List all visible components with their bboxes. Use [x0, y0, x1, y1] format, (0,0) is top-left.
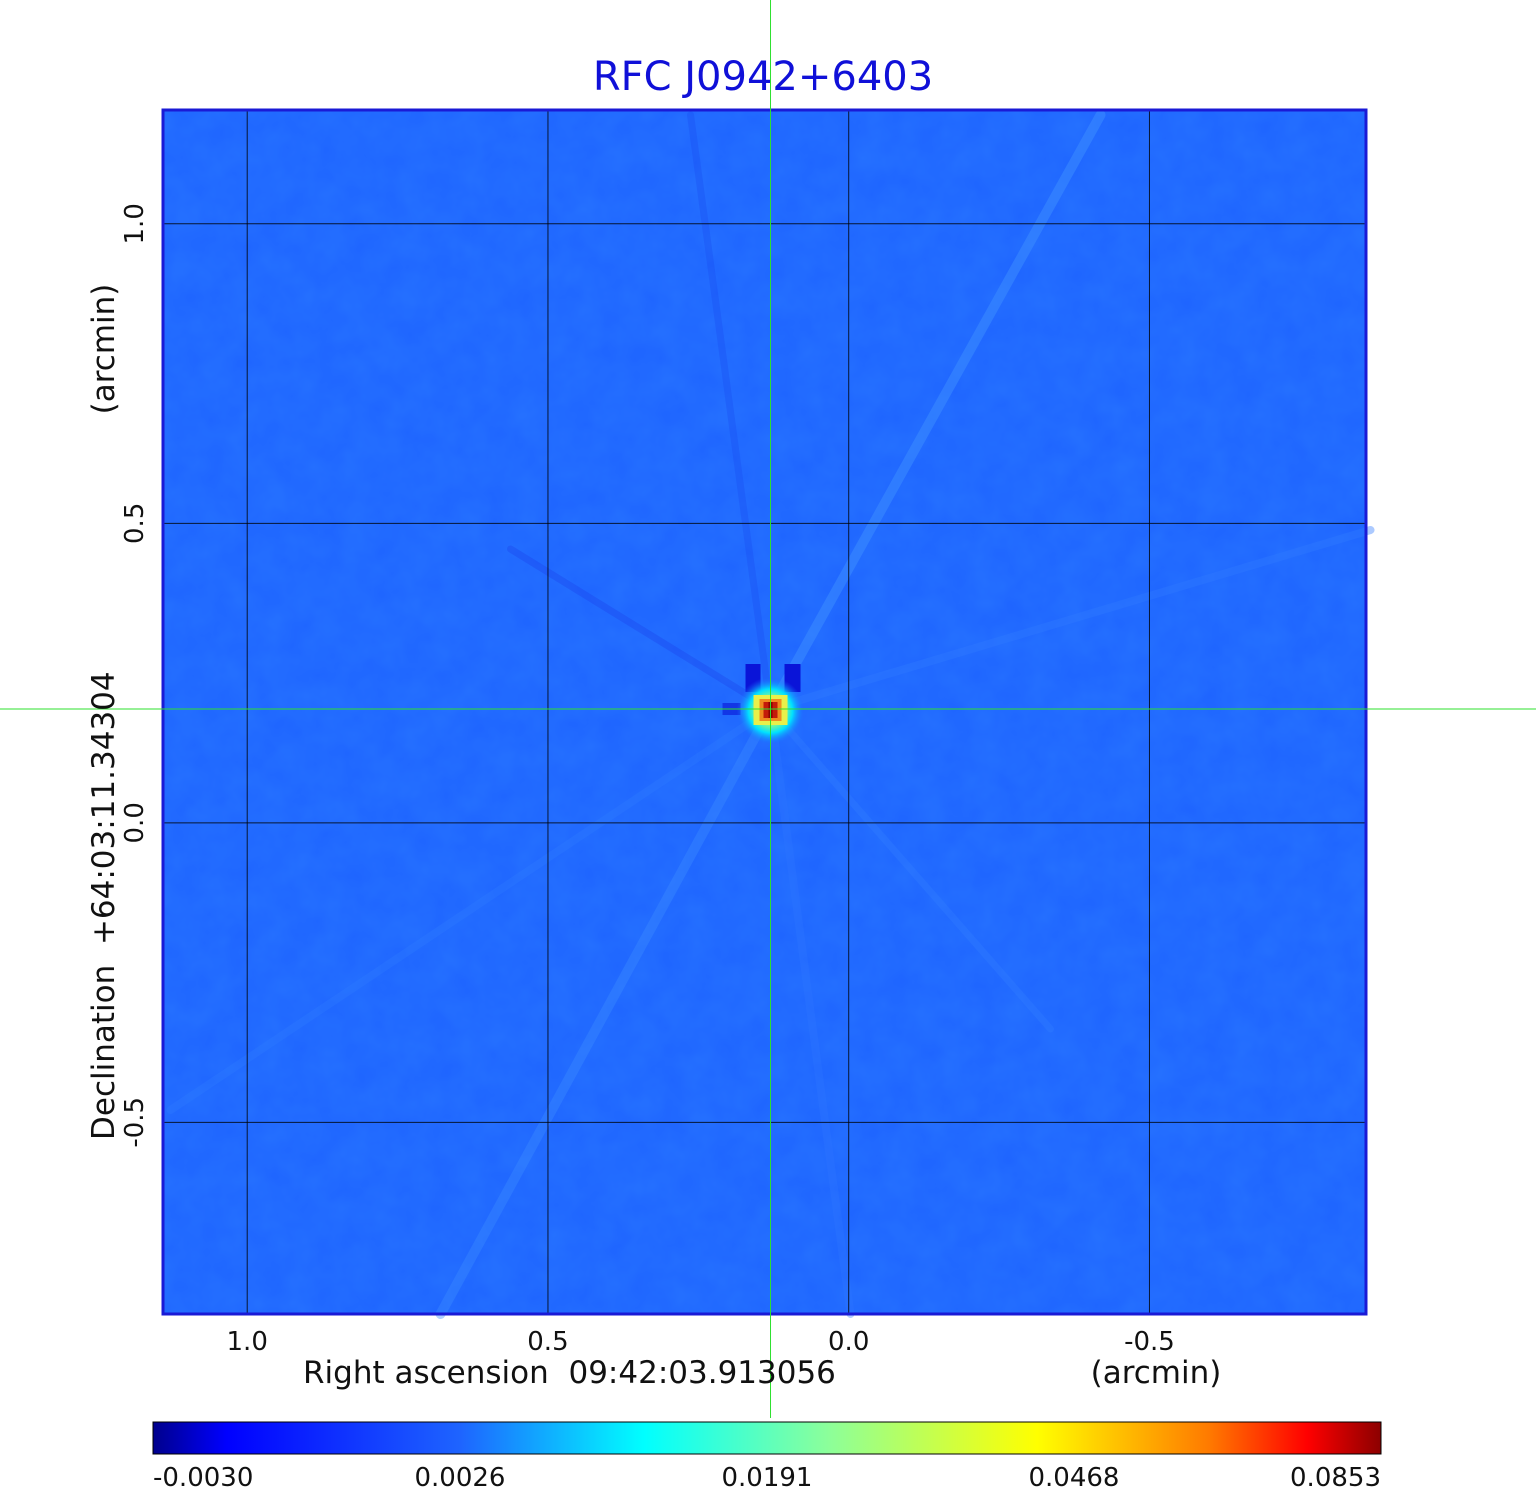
- x-tick-labels: 1.0 0.5 0.0 -0.5: [227, 1327, 1175, 1357]
- colorbar-tick-label: 0.0026: [415, 1463, 506, 1493]
- x-tick-label: 0.0: [828, 1327, 869, 1357]
- x-axis-unit: (arcmin): [1091, 1355, 1222, 1391]
- sidelobe-streak: [435, 704, 776, 1319]
- plot-area: [161, 108, 1375, 1319]
- colorbar-tick-label: 0.0191: [722, 1463, 813, 1493]
- y-tick-label: 0.5: [120, 503, 150, 544]
- x-axis-label: Right ascension 09:42:03.913056: [303, 1355, 836, 1391]
- sidelobe-pattern: [166, 110, 1375, 1319]
- y-tick-labels: 1.0 0.5 0.0 -0.5: [120, 203, 150, 1148]
- sidelobe-streak: [166, 705, 775, 1114]
- sidelobe-streak: [767, 705, 1055, 1033]
- map-frame: [161, 108, 1368, 1316]
- sidelobe-streak: [766, 705, 855, 1318]
- colorbar-tick-label: -0.0030: [153, 1463, 253, 1493]
- coordinate-grid: [163, 110, 1366, 1314]
- sidelobe-streak: [507, 545, 775, 713]
- y-axis-label: Declination +64:03:11.34304: [86, 671, 122, 1140]
- colorbar-tick-label: 0.0853: [1290, 1463, 1381, 1493]
- chart-title: RFC J0942+6403: [593, 54, 933, 100]
- y-tick-label: -0.5: [120, 1097, 150, 1148]
- colorbar-gradient: [152, 1421, 1382, 1455]
- colorbar: -0.0030 0.0026 0.0191 0.0468 0.0853: [152, 1421, 1382, 1493]
- y-tick-label: 1.0: [120, 203, 150, 244]
- x-tick-label: 1.0: [227, 1327, 268, 1357]
- y-axis-unit: (arcmin): [86, 284, 122, 415]
- sidelobe-streak: [766, 526, 1375, 714]
- colorbar-tick-label: 0.0468: [1029, 1463, 1120, 1493]
- sidelobe-streak: [765, 110, 1106, 715]
- x-tick-label: -0.5: [1124, 1327, 1175, 1357]
- x-tick-label: 0.5: [527, 1327, 568, 1357]
- colorbar-tick-labels: -0.0030 0.0026 0.0191 0.0468 0.0853: [153, 1463, 1381, 1493]
- y-tick-label: 0.0: [120, 802, 150, 843]
- crosshair: [0, 0, 1536, 1418]
- sidelobe-streak: [687, 111, 775, 713]
